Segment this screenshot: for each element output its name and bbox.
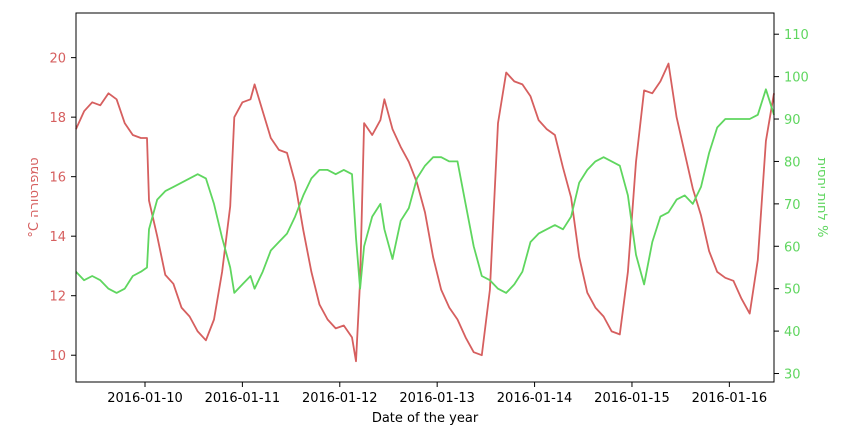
- y-left-tick-label: 10: [49, 349, 66, 364]
- x-tick-label: 2016-01-12: [302, 391, 378, 406]
- y-axis-right-label: לחות יחסית %: [814, 158, 829, 238]
- x-tick-label: 2016-01-10: [107, 391, 183, 406]
- y-axis-left-label: °C טמפרטורה: [27, 157, 42, 237]
- x-tick-label: 2016-01-11: [205, 391, 281, 406]
- x-tick-label: 2016-01-15: [594, 391, 670, 406]
- x-axis-label: Date of the year: [372, 411, 479, 426]
- y-axis-right: 30 40 50 60 70 80 90 100 110: [774, 28, 809, 383]
- y-left-tick-label: 12: [49, 290, 66, 305]
- y-right-tick-label: 40: [784, 325, 801, 340]
- x-tick-label: 2016-01-14: [497, 391, 573, 406]
- y-right-tick-label: 100: [784, 71, 809, 86]
- y-axis-left: 10 12 14 16 18 20: [49, 52, 76, 364]
- y-left-tick-label: 14: [49, 230, 66, 245]
- y-right-tick-label: 30: [784, 368, 801, 383]
- y-right-tick-label: 80: [784, 155, 801, 170]
- y-right-tick-label: 50: [784, 283, 801, 298]
- x-axis: 2016-01-10 2016-01-11 2016-01-12 2016-01-13…: [107, 382, 767, 406]
- x-tick-label: 2016-01-13: [399, 391, 475, 406]
- y-left-tick-label: 20: [49, 52, 66, 67]
- y-left-tick-label: 16: [49, 171, 66, 186]
- plot-frame: [75, 12, 775, 383]
- temperature-series-line: [75, 62, 775, 363]
- y-right-tick-label: 110: [784, 28, 809, 43]
- y-left-tick-label: 18: [49, 111, 66, 126]
- y-right-tick-label: 70: [784, 198, 801, 213]
- y-right-tick-label: 90: [784, 113, 801, 128]
- humidity-series-line: [75, 88, 775, 294]
- y-right-tick-label: 60: [784, 240, 801, 255]
- x-tick-label: 2016-01-16: [692, 391, 768, 406]
